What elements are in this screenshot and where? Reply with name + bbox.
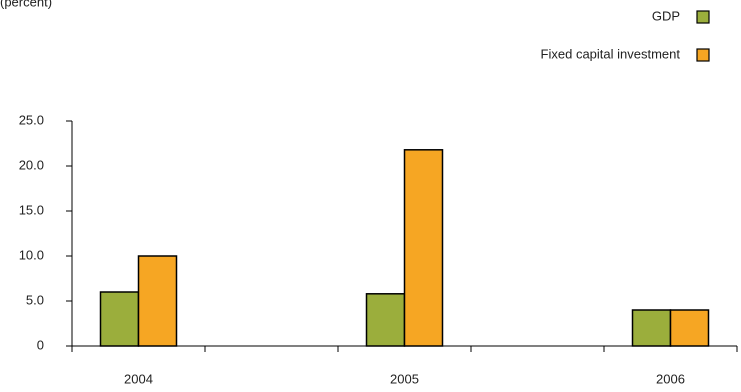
legend-swatch xyxy=(696,48,710,62)
legend-label: Fixed capital investment xyxy=(541,46,681,61)
bar xyxy=(669,309,710,347)
y-tick-label: 25.0 xyxy=(19,112,44,127)
x-tick-label: 2005 xyxy=(390,371,419,386)
y-tick-label: 10.0 xyxy=(19,247,44,262)
y-axis-unit: (percent) xyxy=(0,0,52,9)
x-tick-label: 2004 xyxy=(124,371,153,386)
bar xyxy=(631,309,672,347)
legend-label: GDP xyxy=(652,8,680,23)
x-tick-label: 2006 xyxy=(656,371,685,386)
legend-swatch xyxy=(696,10,710,24)
y-tick-label: 20.0 xyxy=(19,157,44,172)
bar xyxy=(365,293,406,347)
y-tick-label: 0 xyxy=(37,337,44,352)
bar xyxy=(137,255,178,347)
y-tick-label: 15.0 xyxy=(19,202,44,217)
y-tick-label: 5.0 xyxy=(26,292,44,307)
bar xyxy=(99,291,140,347)
bar xyxy=(403,149,444,347)
